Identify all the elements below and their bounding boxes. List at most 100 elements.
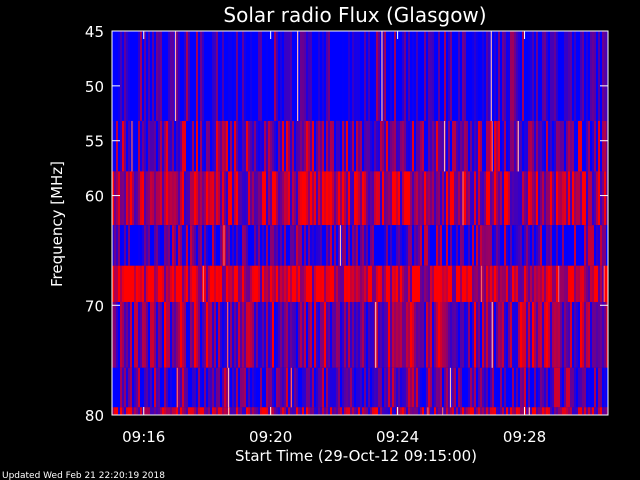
- spectrogram-column: [514, 265, 517, 302]
- spectrogram-column: [392, 31, 395, 121]
- spectrogram-column: [164, 407, 167, 415]
- spectrogram-column: [502, 171, 505, 226]
- spectrogram-column: [116, 367, 119, 408]
- spectrogram-column: [574, 120, 577, 172]
- spectrogram-column: [448, 407, 451, 415]
- spectrogram-column: [246, 301, 249, 368]
- spectrogram-column: [162, 301, 165, 368]
- spectrogram-column: [354, 407, 357, 415]
- spectrogram-column: [378, 265, 381, 302]
- spectrogram-column: [276, 31, 279, 121]
- spectrogram-column: [280, 171, 283, 226]
- spectrogram-column: [286, 407, 289, 415]
- spectrogram-column: [428, 225, 431, 266]
- spectrogram-column: [270, 120, 273, 172]
- spectrogram-column: [548, 171, 551, 226]
- spectrogram-column: [114, 225, 117, 266]
- spectrogram-column: [440, 171, 443, 226]
- spectrogram-column: [548, 225, 551, 266]
- spectrogram-column: [302, 265, 305, 302]
- spectrogram-column: [224, 407, 227, 415]
- spectrogram-column: [400, 171, 403, 226]
- spectrogram-column: [178, 367, 181, 408]
- spectrogram-column: [568, 225, 571, 266]
- spectrogram-column: [334, 367, 337, 408]
- spectrogram-column: [270, 225, 273, 266]
- spectrogram-column: [520, 31, 523, 121]
- spectrogram-column: [232, 171, 235, 226]
- spectrogram-column: [126, 31, 129, 121]
- spectrogram-column: [210, 301, 213, 368]
- spectrogram-column: [476, 265, 479, 302]
- spectrogram-column: [142, 265, 145, 302]
- spectrogram-column: [146, 367, 149, 408]
- spectrogram-column: [210, 265, 213, 302]
- spectrogram-column: [228, 225, 231, 266]
- spectrogram-column: [122, 31, 125, 121]
- spectrogram-column: [274, 407, 277, 415]
- spectrogram-column: [312, 171, 315, 226]
- spectrogram-column: [566, 407, 569, 415]
- spectrogram-column: [398, 301, 401, 368]
- spectrogram-column: [482, 367, 485, 408]
- spectrogram-column: [488, 265, 491, 302]
- spectrogram-column: [518, 31, 521, 121]
- spectrogram-column: [510, 407, 513, 415]
- spectrogram-column: [444, 171, 447, 226]
- spectrogram-column: [342, 31, 345, 121]
- spectrogram-column: [362, 301, 365, 368]
- spectrogram-column: [270, 367, 273, 408]
- spectrogram-column: [542, 225, 545, 266]
- spectrogram-column: [162, 265, 165, 302]
- spectrogram-column: [454, 367, 457, 408]
- spectrogram-column: [492, 171, 495, 226]
- spectrogram-column: [310, 120, 313, 172]
- spectrogram-column: [530, 120, 533, 172]
- spectrogram-column: [490, 367, 493, 408]
- spectrogram-column: [442, 301, 445, 368]
- spectrogram-column: [262, 301, 265, 368]
- spectrogram-column: [184, 301, 187, 368]
- spectrogram-column: [252, 171, 255, 226]
- spectrogram-column: [570, 407, 573, 415]
- spectrogram-column: [200, 171, 203, 226]
- spectrogram-column: [150, 171, 153, 226]
- spectrogram-column: [540, 301, 543, 368]
- spectrogram-column: [370, 171, 373, 226]
- spectrogram-column: [520, 301, 523, 368]
- spectrogram-column: [260, 171, 263, 226]
- spectrogram-column: [180, 31, 183, 121]
- spectrogram-column: [416, 367, 419, 408]
- spectrogram-column: [216, 225, 219, 266]
- spectrogram-column: [484, 225, 487, 266]
- spectrogram-column: [150, 301, 153, 368]
- spectrogram-column: [350, 301, 353, 368]
- spectrogram-column: [316, 265, 319, 302]
- spectrogram-column: [436, 225, 439, 266]
- spectrogram-column: [380, 265, 383, 302]
- spectrogram-column: [336, 171, 339, 226]
- spectrogram-column: [354, 225, 357, 266]
- spectrogram-column: [586, 225, 589, 266]
- spectrogram-column: [558, 367, 561, 408]
- spectrogram-column: [424, 265, 427, 302]
- spectrogram-column: [386, 120, 389, 172]
- spectrogram-column: [534, 367, 537, 408]
- spectrogram-column: [516, 120, 519, 172]
- spectrogram-column: [404, 367, 407, 408]
- spectrogram-column: [570, 225, 573, 266]
- spectrogram-column: [472, 265, 475, 302]
- spectrogram-column: [426, 225, 429, 266]
- spectrogram-column: [436, 265, 439, 302]
- spectrogram-column: [546, 407, 549, 415]
- spectrogram-column: [420, 367, 423, 408]
- spectrogram-column: [280, 120, 283, 172]
- spectrogram-column: [220, 120, 223, 172]
- spectrogram-column: [174, 367, 177, 408]
- spectrogram-column: [584, 407, 587, 415]
- spectrogram-column: [368, 120, 371, 172]
- spectrogram-column: [304, 367, 307, 408]
- spectrogram-column: [470, 225, 473, 266]
- spectrogram-column: [596, 265, 599, 302]
- spectrogram-column: [514, 120, 517, 172]
